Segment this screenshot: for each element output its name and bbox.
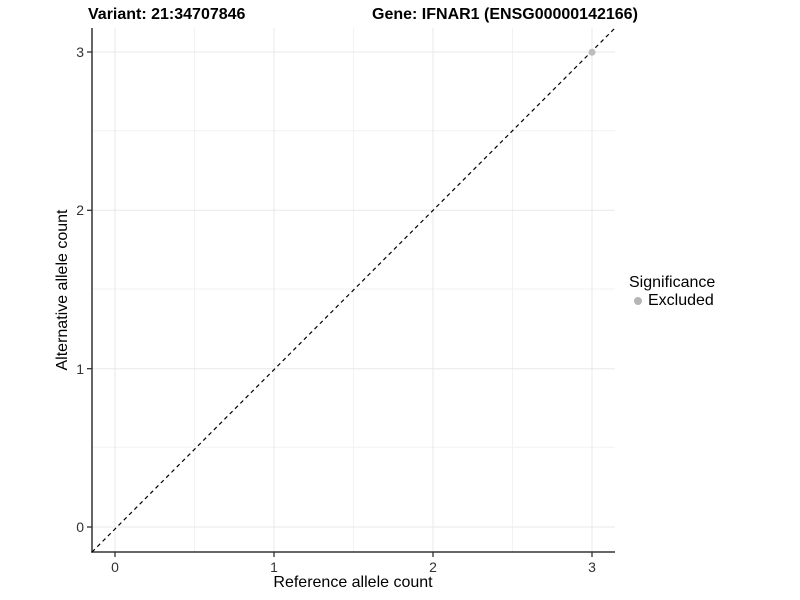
x-tick-marks [114, 552, 593, 557]
grid-major-lines [92, 28, 615, 552]
y-tick-marks [87, 51, 92, 528]
y-tick-label-0: 0 [76, 519, 84, 535]
x-tick-label-3: 3 [588, 559, 596, 575]
x-axis-title: Reference allele count [273, 574, 433, 591]
identity-reference-line [91, 27, 616, 553]
x-tick-label-1: 1 [270, 559, 278, 575]
variant-title: Variant: 21:34707846 [88, 6, 246, 23]
x-tick-label-2: 2 [429, 559, 437, 575]
y-tick-label-3: 3 [76, 44, 84, 60]
gene-title: Gene: IFNAR1 (ENSG00000142166) [372, 6, 638, 23]
y-tick-label-1: 1 [76, 361, 84, 377]
x-tick-label-0: 0 [111, 559, 119, 575]
axis-lines [91, 28, 615, 553]
data-point-excluded [588, 48, 596, 56]
legend-label-excluded: Excluded [648, 292, 714, 309]
y-tick-label-2: 2 [76, 202, 84, 218]
y-axis-title: Alternative allele count [54, 209, 71, 371]
legend-key-excluded-dot-icon [634, 297, 642, 305]
legend-title: Significance [629, 274, 716, 291]
